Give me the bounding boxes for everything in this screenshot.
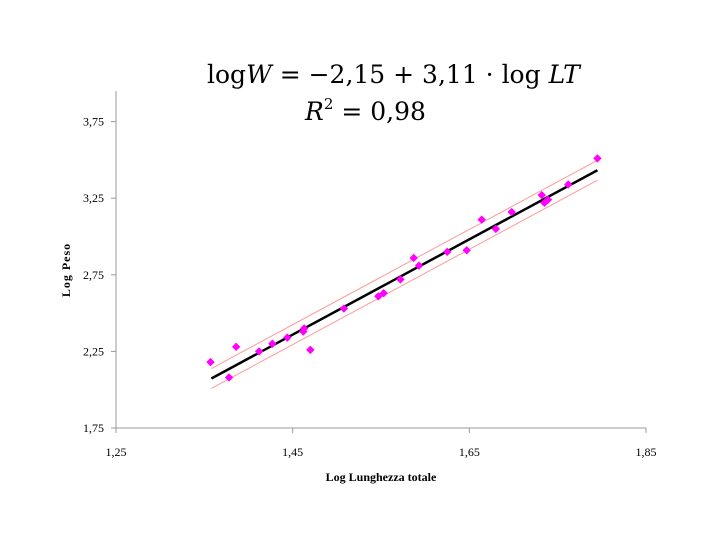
data-point (593, 154, 602, 163)
y-tick-label: 2,75 (83, 268, 104, 282)
data-point (409, 253, 418, 263)
lower-band-line (211, 179, 598, 389)
data-point (491, 224, 501, 234)
data-point (540, 198, 549, 208)
data-point (268, 339, 277, 348)
r-squared: R2 = 0,98 (304, 95, 426, 126)
data-point (206, 357, 215, 367)
x-tick-label: 1,65 (459, 445, 480, 459)
y-tick-label: 1,75 (83, 421, 104, 435)
data-point (299, 324, 309, 333)
data-point (537, 190, 546, 200)
data-points (206, 154, 602, 382)
data-point (462, 246, 471, 255)
data-point (414, 261, 424, 270)
upper-band-line (211, 159, 598, 369)
regression-equation: logW = −2,15 + 3,11 · log LT (207, 60, 582, 89)
y-tick-label: 3,25 (83, 191, 104, 205)
data-point (339, 304, 349, 313)
data-point (443, 247, 452, 257)
data-point (283, 333, 292, 342)
data-point (396, 275, 405, 284)
r-squared-exponent: 2 (324, 95, 334, 113)
data-point (564, 180, 573, 189)
data-point (231, 342, 241, 352)
equation-var-lt: LT (548, 60, 583, 89)
data-point (477, 215, 486, 224)
confidence-band (211, 159, 598, 389)
y-axis-title: Log Peso (59, 243, 73, 297)
y-ticks: 1,75 2,25 2,75 3,25 3,75 (83, 115, 116, 435)
r-squared-base: R (304, 97, 324, 126)
regression-line-group (210, 169, 599, 380)
x-axis-title: Log Lunghezza totale (326, 470, 437, 484)
x-tick-label: 1,85 (636, 445, 657, 459)
data-point (507, 207, 516, 217)
data-point (306, 345, 315, 355)
x-tick-label: 1,25 (106, 445, 127, 459)
x-tick-label: 1,45 (282, 445, 303, 459)
equation-log-1: log (207, 60, 246, 89)
data-point (543, 195, 553, 204)
data-point (379, 289, 388, 298)
y-tick-label: 2,25 (83, 344, 104, 358)
x-ticks: 1,25 1,45 1,65 1,85 (106, 428, 657, 459)
data-point (224, 373, 234, 382)
y-tick-label: 3,75 (83, 115, 104, 129)
r-squared-value: = 0,98 (333, 97, 426, 126)
equation-terms: = −2,15 + 3,11 · log (272, 60, 549, 89)
data-point (254, 347, 264, 356)
equation-var-w: W (246, 60, 274, 89)
regression-line (210, 169, 599, 380)
